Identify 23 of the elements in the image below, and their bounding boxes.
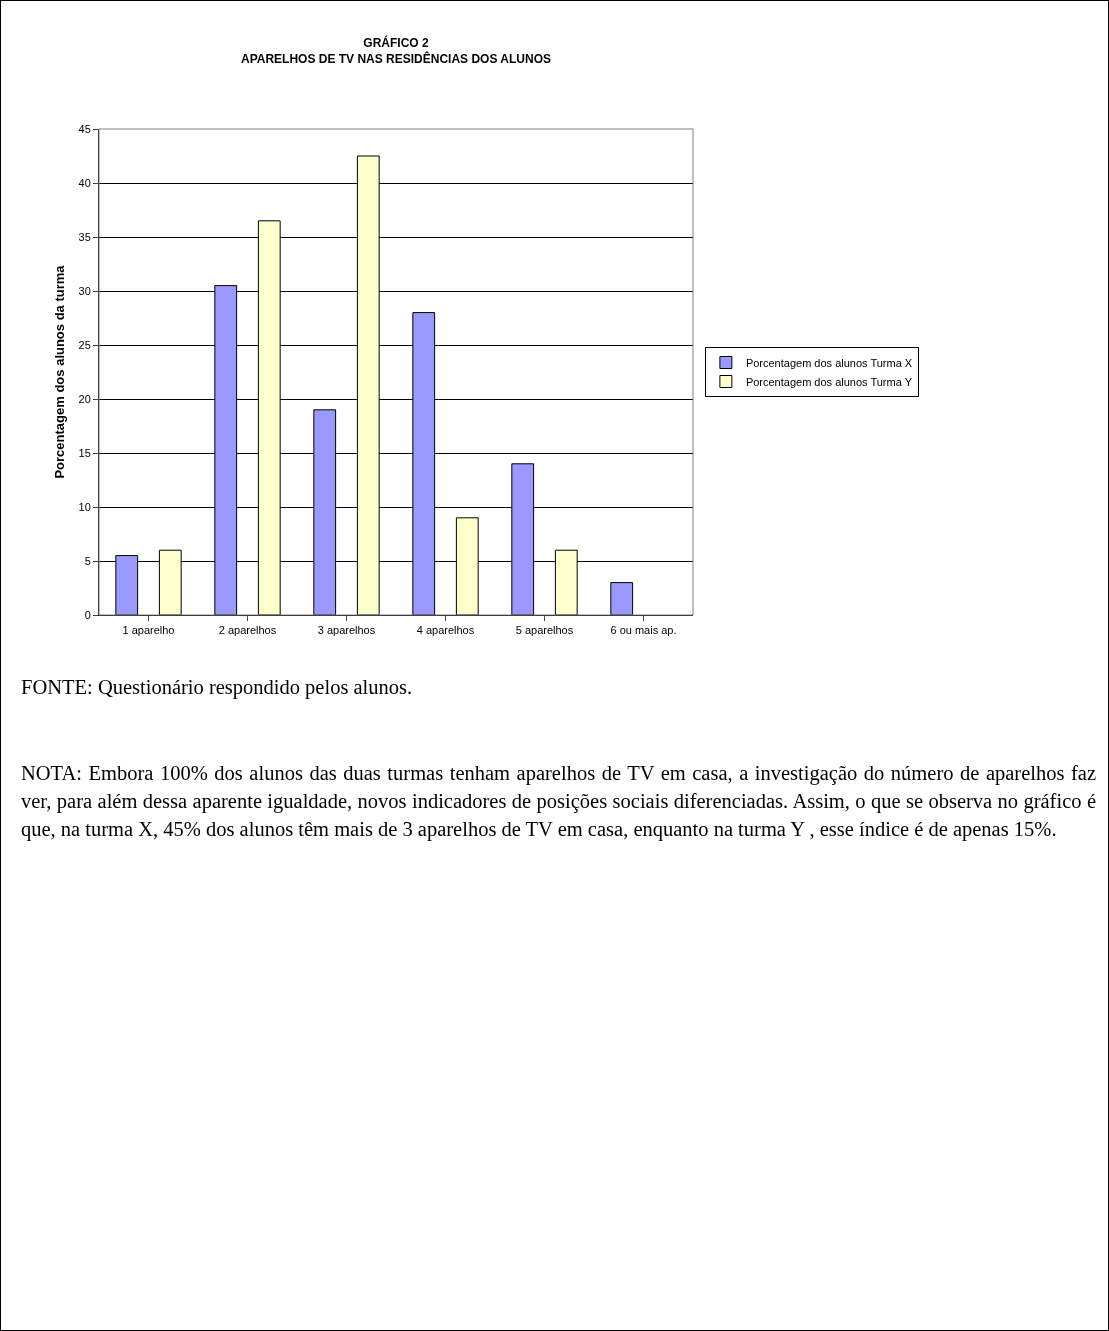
- x-tick-label: 1 aparelho: [122, 624, 175, 637]
- y-tick-label: 5: [84, 554, 91, 567]
- y-tick-label: 20: [78, 392, 91, 405]
- text: NOTA: Embora 100% dos alunos das duas turmas tenham aparelhos de TV em casa, a investigação do número de aparelhos faz ver, para além dessa aparente igualdade, novos indicadores de posições sociais diferenciadas. Assim, o que se observa no gráfico é que, na turma X, 45% dos alunos têm mais de 3 aparelhos de TV em casa, enquanto na turma Y , esse índice é de apenas 15%.: [21, 761, 1096, 843]
- legend-label: Porcentagem dos alunos Turma X: [745, 356, 913, 369]
- y-tick-label: 40: [78, 176, 91, 189]
- x-tick-label: 6 ou mais ap.: [610, 624, 677, 637]
- y-tick-label: 15: [78, 446, 91, 459]
- y-tick-label: 35: [78, 230, 91, 243]
- y-tick-label: 0: [84, 608, 91, 621]
- x-tick-label: 3 aparelhos: [317, 624, 376, 637]
- legend-label: Porcentagem dos alunos Turma Y: [745, 375, 913, 388]
- y-tick-label: 25: [78, 338, 91, 351]
- bar: [610, 582, 634, 615]
- source-note: FONTE: Questionário respondido pelos alunos.: [21, 675, 414, 701]
- x-tick-label: 4 aparelhos: [416, 624, 475, 637]
- chart-title: GRÁFICO 2 APARELHOS DE TV NAS RESIDÊNCIAS DOS ALUNOS: [240, 35, 552, 66]
- y-axis-title: Porcentagem dos alunos da turma: [52, 264, 68, 479]
- x-tick-label: 5 aparelhos: [515, 624, 574, 637]
- y-tick-label: 45: [78, 122, 91, 135]
- y-tick-label: 10: [78, 500, 91, 513]
- y-tick-label: 30: [78, 284, 91, 297]
- x-tick-label: 2 aparelhos: [218, 624, 277, 637]
